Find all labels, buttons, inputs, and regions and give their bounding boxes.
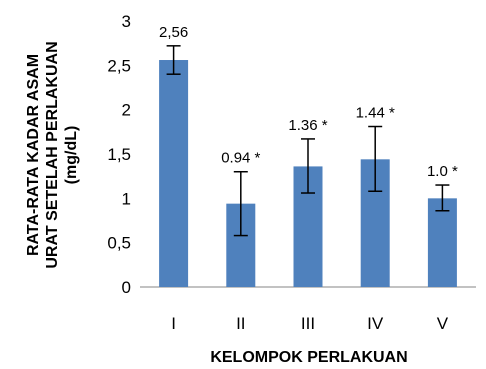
y-tick-label: 0 xyxy=(122,278,131,297)
data-labels: 2,56 0.94 * 1.36 * 1.44 * 1.0 * xyxy=(159,24,458,180)
y-tick-label: 0,5 xyxy=(107,234,131,253)
error-bar xyxy=(166,45,181,75)
bar xyxy=(427,198,457,287)
data-label: 1.44 * xyxy=(356,105,395,122)
y-axis-ticks: 0 0,5 1 1,5 2 2,5 3 xyxy=(107,12,131,297)
y-axis-title-line-2: URAT SETELAH PERLAKUAN xyxy=(44,41,61,268)
data-label: 0.94 * xyxy=(221,150,260,167)
error-bar xyxy=(368,125,383,192)
data-label: 1.36 * xyxy=(288,117,327,134)
error-bars xyxy=(166,45,450,237)
x-axis-ticks: I II III IV V xyxy=(171,314,448,333)
error-bar xyxy=(435,184,450,212)
y-tick-label: 1 xyxy=(122,189,131,208)
error-bar xyxy=(233,170,248,237)
x-tick-label: V xyxy=(437,314,449,333)
x-tick-label: II xyxy=(236,314,245,333)
data-label: 2,56 xyxy=(159,24,188,41)
y-axis-title-line-3: (mg/dL) xyxy=(63,126,80,185)
x-tick-label: I xyxy=(171,314,176,333)
x-tick-label: IV xyxy=(367,314,384,333)
y-tick-label: 3 xyxy=(122,12,131,31)
y-axis-title: RATA-RATA KADAR ASAM URAT SETELAH PERLAK… xyxy=(25,41,80,268)
bar xyxy=(159,60,189,287)
y-axis-title-line-1: RATA-RATA KADAR ASAM xyxy=(25,54,42,256)
data-label: 1.0 * xyxy=(427,163,458,180)
y-tick-label: 2 xyxy=(122,101,131,120)
x-tick-label: III xyxy=(301,314,315,333)
x-axis-title: KELOMPOK PERLAKUAN xyxy=(210,349,407,366)
y-tick-label: 1,5 xyxy=(107,145,131,164)
y-tick-label: 2,5 xyxy=(107,56,131,75)
error-bar xyxy=(301,138,315,194)
